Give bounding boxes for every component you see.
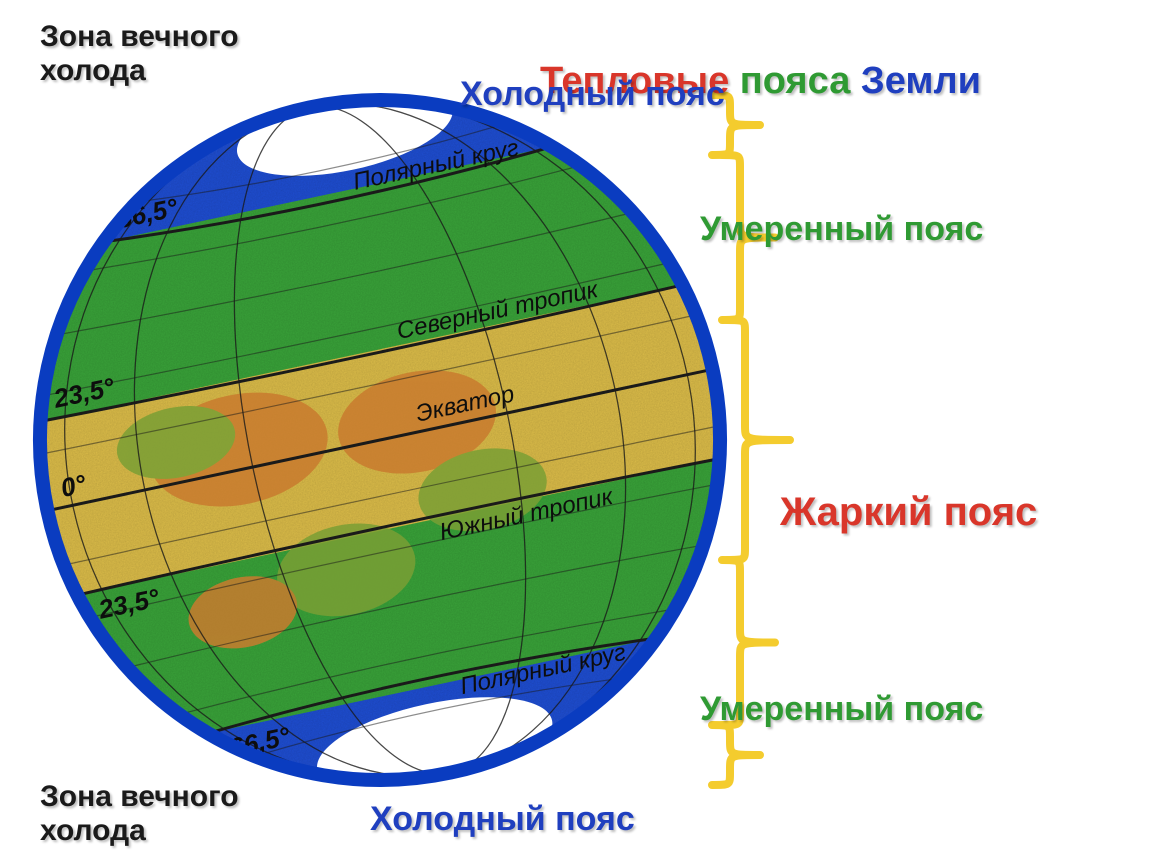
permanent-cold-label-top: Зона вечногохолода	[40, 20, 239, 88]
cold-belt-label-top: Холодный пояс	[460, 75, 725, 114]
temperate-belt-label-top: Умеренный пояс	[700, 210, 983, 249]
hot-belt-label: Жаркий пояс	[780, 490, 1037, 535]
bracket-cold-bot	[712, 725, 760, 785]
permanent-cold-label-bottom: Зона вечногохолода	[40, 780, 239, 848]
diagram-stage: 66,5°Полярный круг23,5°Северный тропик0°…	[0, 0, 1150, 864]
cold-belt-label-bottom: Холодный пояс	[370, 800, 635, 839]
globe: 66,5°Полярный круг23,5°Северный тропик0°…	[0, 0, 1150, 864]
temperate-belt-label-bottom: Умеренный пояс	[700, 690, 983, 729]
